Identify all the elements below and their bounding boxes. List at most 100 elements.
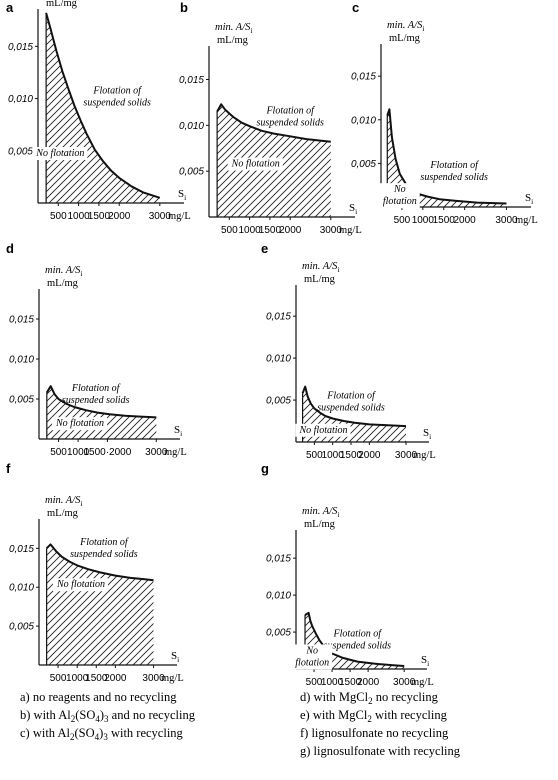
legend-entry: b) with Al2(SO4)3 and no recycling (20, 708, 196, 724)
flotation-label: Flotation of suspended solids (70, 537, 138, 560)
y-tick-label: 0,015 (179, 75, 204, 86)
legend-entry: c) with Al2(SO4)3 with recycling (20, 726, 184, 742)
x-tick-label: 3000 (395, 450, 418, 461)
y-tick-label: 0,010 (179, 121, 204, 132)
y-axis-title: min. A/Si (302, 506, 340, 519)
x-tick-label: 3000 (145, 447, 168, 458)
y-axis-unit: mL/mg (47, 278, 79, 289)
flotation-label: Flotation of suspended solids (62, 383, 130, 406)
x-tick-label: 1500·2000 (83, 447, 131, 458)
y-axis-title: min. A/Si (45, 265, 83, 278)
y-tick-label: 0,015 (9, 544, 34, 555)
label-backdrop (52, 578, 109, 592)
panel-letter: g (261, 461, 269, 476)
x-tick-label: 2000 (108, 211, 131, 222)
boundary-curve (45, 543, 154, 582)
boundary-curve (301, 385, 407, 428)
x-tick-label: 1500 (339, 677, 362, 688)
flotation-label: Flotation of suspended solids (83, 85, 151, 108)
label-backdrop (295, 423, 351, 437)
panel-letter: a (6, 0, 14, 15)
no-flotation-label: No flotation (231, 159, 280, 170)
y-tick-label: 0,010 (351, 115, 376, 126)
x-tick-label: 3000 (142, 673, 165, 684)
y-tick-label: 0,015 (351, 72, 376, 83)
y-tick-label: 0,010 (266, 354, 291, 365)
flotation-label: Flotation of suspended solids (420, 160, 488, 183)
x-tick-label: 2000 (357, 677, 380, 688)
x-axis-unit: mg/L (168, 211, 191, 222)
panel-letter: e (261, 241, 268, 256)
flotation-label: Flotation of suspended solids (256, 105, 324, 128)
x-tick-label: 500 (306, 450, 323, 461)
x-tick-label: 1500 (85, 673, 108, 684)
flotation-label: Flotation of suspended solids (317, 390, 385, 413)
no-flotation-label: No flotation (55, 418, 104, 429)
legend-entry: a) no reagents and no recycling (20, 690, 177, 704)
x-axis-unit: mg/L (411, 677, 434, 688)
y-axis-unit: mL/mg (217, 35, 249, 46)
x-tick-label: 500 (221, 225, 238, 236)
panel-a: a0,0150,0100,0055001000150020003000min. … (6, 0, 191, 222)
label-backdrop (292, 644, 333, 670)
x-tick-label: 1000 (67, 211, 90, 222)
y-axis-unit: mL/mg (46, 0, 78, 9)
legend: a) no reagents and no recycling b) with A… (20, 690, 461, 758)
y-axis-unit: mL/mg (304, 274, 336, 285)
no-flotation-label: No flotation (383, 184, 417, 207)
x-axis-unit: mg/L (164, 447, 187, 458)
y-tick-label: 0,010 (8, 94, 33, 105)
legend-entry: d) with MgCl2 no recycling (300, 690, 439, 706)
x-axis-title: Si (171, 650, 179, 664)
y-tick-label: 0,010 (9, 583, 34, 594)
x-tick-label: 500 (50, 673, 67, 684)
panel-letter: b (180, 0, 188, 15)
panel-letter: c (352, 0, 359, 15)
x-tick-label: 1000 (238, 225, 261, 236)
x-axis-title: Si (525, 192, 533, 206)
y-tick-label: 0,005 (9, 395, 34, 406)
x-tick-label: 3000 (393, 677, 416, 688)
y-tick-label: 0,005 (9, 622, 34, 633)
x-axis-title: Si (178, 188, 186, 202)
legend-entry: g) lignosulfonate with recycling (300, 744, 461, 758)
y-tick-label: 0,010 (266, 591, 291, 602)
no-flotation-region (46, 544, 154, 665)
y-axis-unit: mL/mg (304, 519, 336, 530)
boundary-curve (45, 385, 157, 419)
x-tick-label: 1500 (259, 225, 282, 236)
x-tick-label: 500 (394, 215, 411, 226)
y-axis-title: min. A/Si (302, 261, 340, 274)
y-axis-title: min. A/Si (45, 495, 83, 508)
label-backdrop (52, 417, 108, 431)
panel-letter: d (6, 241, 14, 256)
x-tick-label: 1000 (322, 450, 345, 461)
panel-letter: f (6, 461, 11, 476)
boundary-curve (216, 103, 331, 143)
no-flotation-label: No flotation (295, 645, 329, 668)
x-axis-unit: mg/L (413, 450, 436, 461)
y-tick-label: 0,015 (266, 312, 291, 323)
x-axis-unit: mg/L (161, 673, 184, 684)
y-tick-label: 0,005 (351, 159, 376, 170)
y-tick-label: 0,005 (266, 628, 291, 639)
no-flotation-label: No flotation (56, 579, 105, 590)
x-tick-label: 1000 (412, 215, 435, 226)
y-tick-label: 0,010 (9, 355, 34, 366)
label-backdrop (32, 147, 88, 160)
x-tick-label: 2000 (454, 215, 477, 226)
x-axis-unit: mg/L (339, 225, 362, 236)
label-backdrop (379, 183, 420, 209)
y-axis-unit: mL/mg (389, 33, 421, 44)
x-tick-label: 2000 (358, 450, 381, 461)
x-tick-label: 1500 (88, 211, 111, 222)
x-axis-title: Si (421, 654, 429, 668)
flotation-label: Flotation of suspended solids (324, 628, 392, 651)
y-tick-label: 0,005 (8, 146, 33, 157)
x-axis-title: Si (349, 202, 357, 216)
